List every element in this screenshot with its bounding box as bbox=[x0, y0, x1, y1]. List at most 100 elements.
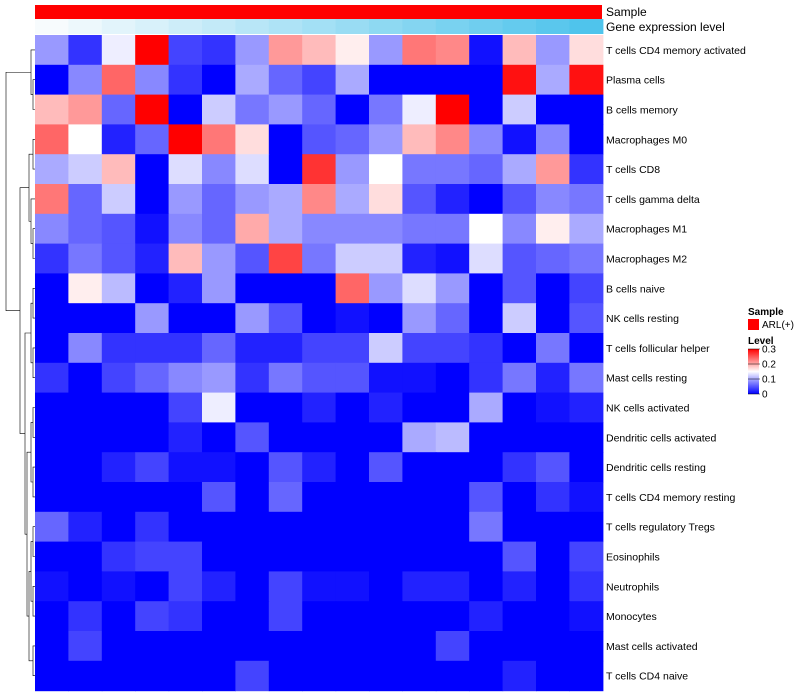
heatmap-cell bbox=[335, 601, 370, 632]
heatmap-cell bbox=[135, 213, 170, 245]
expression-annotation-cell bbox=[302, 19, 337, 34]
heatmap-cell bbox=[435, 660, 470, 692]
heatmap-cell bbox=[68, 422, 103, 453]
heatmap-cell bbox=[68, 35, 103, 66]
heatmap-cell bbox=[502, 601, 537, 632]
heatmap-cell bbox=[135, 94, 170, 125]
heatmap-cell bbox=[369, 184, 403, 215]
heatmap-cell bbox=[569, 273, 604, 304]
heatmap-cell bbox=[135, 571, 170, 602]
heatmap-cell bbox=[335, 392, 370, 423]
heatmap-cell bbox=[302, 333, 337, 364]
heatmap-cell bbox=[35, 571, 69, 602]
heatmap-cell bbox=[268, 124, 303, 155]
heatmap-cell bbox=[335, 362, 370, 394]
heatmap-cell bbox=[268, 154, 303, 185]
heatmap-cell bbox=[101, 35, 136, 66]
heatmap-cell bbox=[268, 422, 303, 453]
heatmap-cell bbox=[536, 64, 570, 96]
heatmap-cell bbox=[402, 184, 437, 215]
heatmap-cell bbox=[101, 571, 136, 602]
heatmap-cell bbox=[302, 631, 337, 662]
heatmap-cell bbox=[302, 482, 337, 513]
heatmap-cell bbox=[68, 94, 103, 125]
heatmap-cell bbox=[135, 631, 170, 662]
heatmap-cell bbox=[268, 392, 303, 423]
heatmap-cell bbox=[68, 452, 103, 483]
heatmap-cell bbox=[68, 64, 103, 96]
heatmap-cell bbox=[101, 303, 136, 334]
heatmap-cell bbox=[101, 392, 136, 423]
heatmap-cell bbox=[235, 213, 270, 245]
heatmap-cell bbox=[268, 243, 303, 274]
heatmap-cell bbox=[202, 333, 236, 364]
heatmap-cell bbox=[235, 660, 270, 692]
dendrogram-branch bbox=[32, 586, 35, 617]
heatmap-cell bbox=[35, 94, 69, 125]
heatmap-cell bbox=[536, 184, 570, 215]
heatmap-cell bbox=[235, 333, 270, 364]
heatmap-cell bbox=[536, 124, 570, 155]
heatmap-cell bbox=[335, 94, 370, 125]
heatmap-cell bbox=[335, 35, 370, 66]
expression-annotation-cell bbox=[569, 19, 604, 34]
heatmap-cell bbox=[101, 64, 136, 96]
heatmap-cell bbox=[268, 571, 303, 602]
heatmap-cell bbox=[569, 392, 604, 423]
expression-annotation-cell bbox=[68, 19, 103, 34]
heatmap-cell bbox=[202, 511, 236, 543]
heatmap-cell bbox=[235, 35, 270, 66]
heatmap-cell bbox=[335, 571, 370, 602]
heatmap-cell bbox=[469, 601, 504, 632]
heatmap-cell bbox=[502, 482, 537, 513]
dendrogram-branch bbox=[5, 71, 31, 311]
heatmap-cell bbox=[135, 154, 170, 185]
heatmap-cell bbox=[502, 243, 537, 274]
heatmap-cell bbox=[101, 452, 136, 483]
heatmap-cell bbox=[369, 243, 403, 274]
heatmap-cell bbox=[569, 482, 604, 513]
heatmap-cell bbox=[469, 243, 504, 274]
heatmap-cell bbox=[35, 660, 69, 692]
heatmap-cell bbox=[35, 124, 69, 155]
heatmap-cell bbox=[168, 422, 203, 453]
heatmap-cell bbox=[268, 660, 303, 692]
heatmap-cell bbox=[302, 541, 337, 572]
heatmap-cell bbox=[302, 660, 337, 692]
expression-annotation-cell bbox=[268, 19, 303, 34]
heatmap-cell bbox=[435, 482, 470, 513]
heatmap-cell bbox=[569, 452, 604, 483]
heatmap-cell bbox=[536, 422, 570, 453]
heatmap-cell bbox=[168, 660, 203, 692]
heatmap-cell bbox=[68, 541, 103, 572]
heatmap-cell bbox=[302, 452, 337, 483]
heatmap-cell bbox=[435, 362, 470, 394]
heatmap-cell bbox=[302, 184, 337, 215]
expression-annotation-cell bbox=[536, 19, 570, 34]
heatmap-cell bbox=[435, 124, 470, 155]
heatmap-cell bbox=[369, 213, 403, 245]
expression-annotation-cell bbox=[469, 19, 504, 34]
heatmap-cell bbox=[536, 660, 570, 692]
heatmap-cell bbox=[335, 303, 370, 334]
heatmap-cell bbox=[35, 35, 69, 66]
heatmap-cell bbox=[335, 273, 370, 304]
heatmap-cell bbox=[135, 392, 170, 423]
heatmap-cell bbox=[101, 631, 136, 662]
heatmap-cell bbox=[335, 124, 370, 155]
heatmap-cell bbox=[369, 303, 403, 334]
sample-annotation-label: Sample bbox=[606, 5, 647, 19]
heatmap-cell bbox=[68, 243, 103, 274]
heatmap-cell bbox=[502, 154, 537, 185]
heatmap-cell bbox=[402, 124, 437, 155]
heatmap-cell bbox=[168, 452, 203, 483]
expression-annotation-cell bbox=[135, 19, 170, 34]
heatmap-cell bbox=[135, 303, 170, 334]
heatmap-cell bbox=[402, 64, 437, 96]
heatmap-cell bbox=[402, 35, 437, 66]
heatmap-cell bbox=[202, 422, 236, 453]
heatmap-cell bbox=[402, 213, 437, 245]
heatmap-cell bbox=[536, 35, 570, 66]
heatmap-cell bbox=[569, 541, 604, 572]
row-label: T cells CD4 memory resting bbox=[606, 492, 735, 504]
